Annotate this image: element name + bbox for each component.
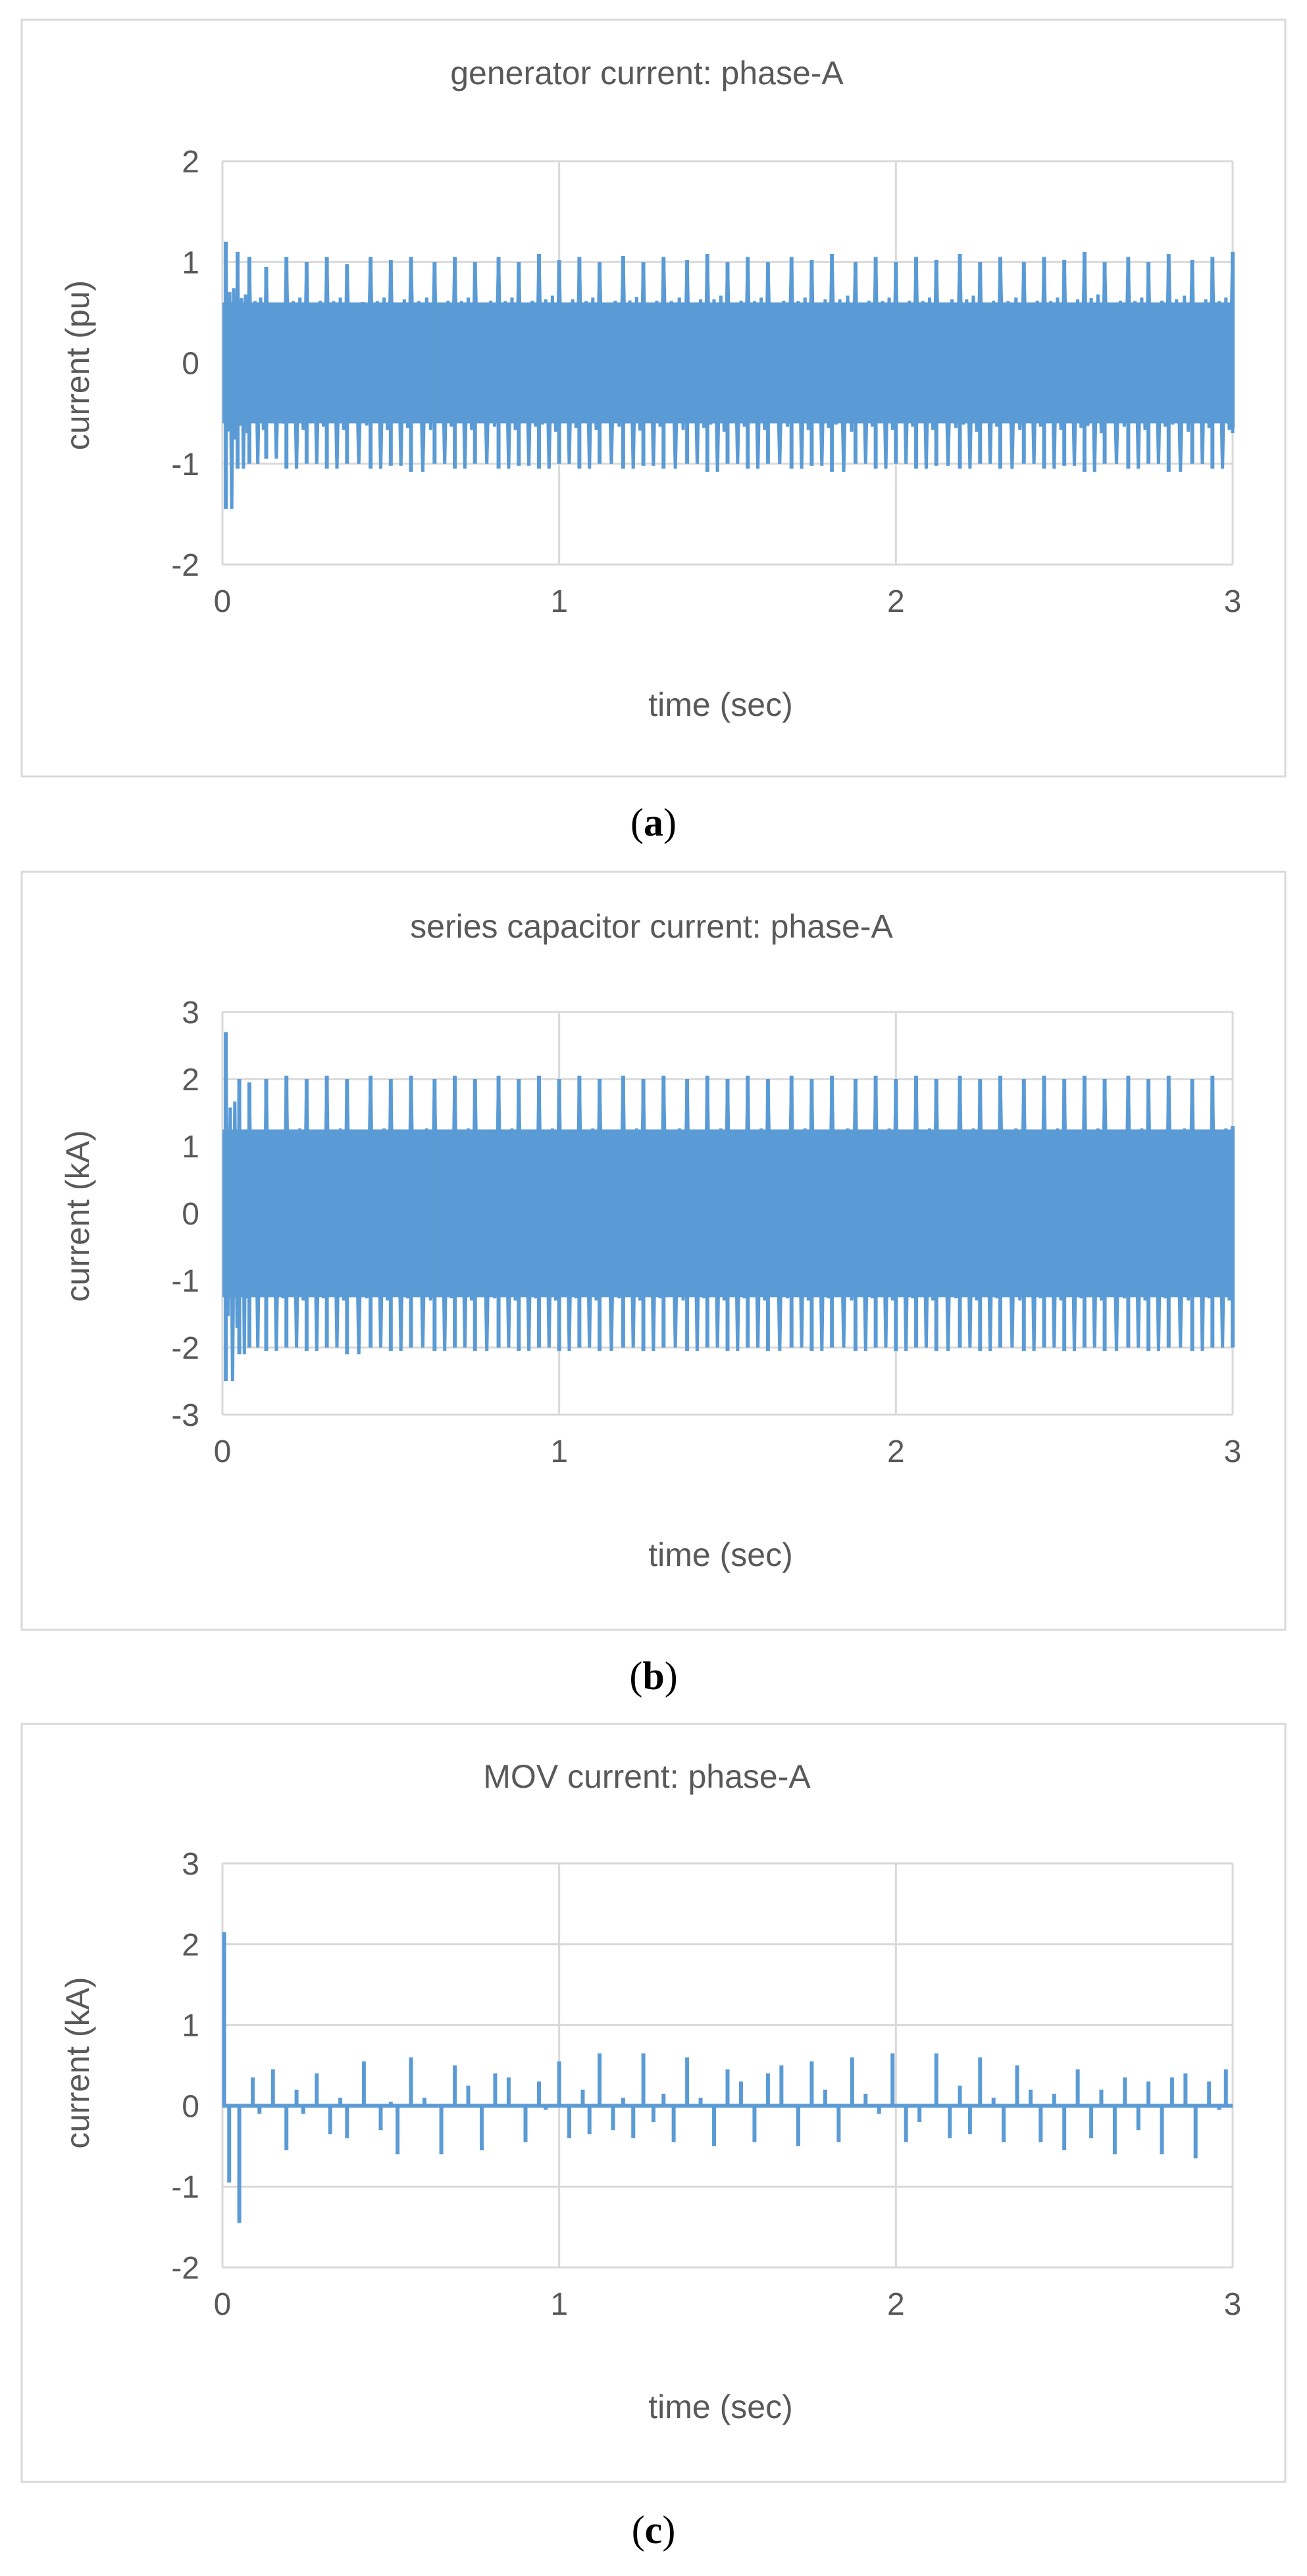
x-tick-label: 0 <box>214 1434 232 1469</box>
x-tick-label: 0 <box>214 2287 232 2322</box>
y-tick-label: -1 <box>171 2170 199 2205</box>
y-tick-label: -1 <box>171 1264 199 1299</box>
chart-title: series capacitor current: phase-A <box>410 908 893 945</box>
x-tick-label: 1 <box>550 2287 568 2322</box>
y-tick-label: 0 <box>182 2089 199 2124</box>
panel-a: generator current: phase-A -2 -1 0 1 2 0 1 2 3 t… <box>20 18 1287 844</box>
caption-open: ( <box>629 1654 642 1698</box>
plot-area: -2 -1 0 1 2 0 1 2 3 <box>171 145 1241 619</box>
caption-close: ) <box>663 801 677 844</box>
y-tick-label: 0 <box>182 1197 199 1232</box>
figure-caption: (a) <box>630 801 677 844</box>
y-tick-label: -2 <box>171 2251 199 2286</box>
caption-open: ( <box>630 801 644 844</box>
x-tick-label: 3 <box>1224 584 1242 619</box>
y-tick-label: 2 <box>182 145 199 180</box>
y-tick-label: 3 <box>182 996 199 1030</box>
plot-area: -3 -2 -1 0 1 2 3 0 1 2 3 <box>171 996 1241 1469</box>
x-axis-title: time (sec) <box>648 1536 792 1573</box>
y-tick-label: 2 <box>182 1928 199 1963</box>
y-tick-label: 0 <box>182 347 199 382</box>
x-axis-title: time (sec) <box>648 686 792 723</box>
x-tick-label: 2 <box>887 584 905 619</box>
x-tick-label: 2 <box>887 2287 905 2322</box>
y-axis-title: current (pu) <box>59 280 96 450</box>
x-tick-label: 2 <box>887 1434 905 1469</box>
x-tick-label: 3 <box>1224 1434 1242 1469</box>
caption-letter: a <box>644 801 663 844</box>
y-tick-label: -2 <box>171 548 199 583</box>
y-tick-label: 2 <box>182 1063 199 1098</box>
chart-frame <box>20 1723 1287 2483</box>
panel-b: series capacitor current: phase-A -3 -2 -1… <box>20 871 1287 1698</box>
y-tick-label: -1 <box>171 447 199 482</box>
caption-letter: b <box>642 1654 664 1698</box>
panel-c: MOV current: phase-A -2 -1 0 1 2 3 0 1 2 3 time (… <box>20 1723 1287 2552</box>
chart-title: MOV current: phase-A <box>483 1758 811 1795</box>
y-tick-label: 1 <box>182 245 199 280</box>
x-tick-label: 1 <box>550 1434 568 1469</box>
y-tick-label: 1 <box>182 2009 199 2044</box>
y-axis-title: current (kA) <box>59 1130 96 1301</box>
y-tick-label: -3 <box>171 1398 199 1433</box>
y-tick-label: 3 <box>182 1847 199 1882</box>
caption-close: ) <box>665 1654 678 1698</box>
caption-open: ( <box>632 2508 645 2552</box>
x-tick-label: 3 <box>1224 2287 1242 2322</box>
caption-close: ) <box>662 2508 675 2552</box>
y-tick-label: -2 <box>171 1331 199 1366</box>
caption-letter: c <box>645 2508 663 2552</box>
x-tick-label: 0 <box>214 584 232 619</box>
figure-caption: (b) <box>629 1654 677 1698</box>
x-axis-title: time (sec) <box>648 2388 792 2425</box>
chart-title: generator current: phase-A <box>450 55 844 91</box>
x-tick-label: 1 <box>550 584 568 619</box>
figure-caption: (c) <box>632 2508 676 2552</box>
y-axis-title: current (kA) <box>59 1977 96 2148</box>
plot-area: -2 -1 0 1 2 3 0 1 2 3 <box>171 1847 1241 2322</box>
y-tick-label: 1 <box>182 1130 199 1165</box>
